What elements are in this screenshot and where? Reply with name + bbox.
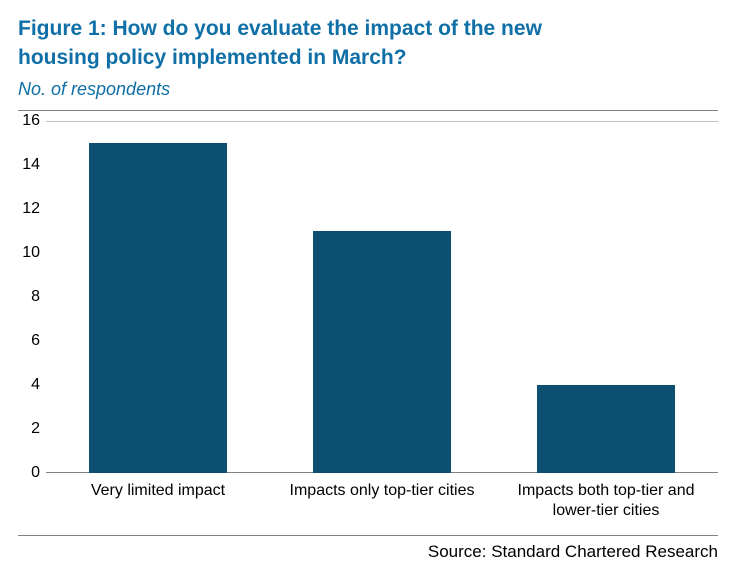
figure-container: Figure 1: How do you evaluate the impact… (0, 0, 736, 579)
y-tick-label: 16 (22, 112, 40, 130)
y-tick-label: 12 (22, 200, 40, 218)
y-tick-label: 0 (31, 464, 40, 482)
chart-area: 0246810121416 (18, 121, 718, 473)
figure-title: Figure 1: How do you evaluate the impact… (18, 14, 718, 73)
title-rule (18, 110, 718, 111)
y-axis: 0246810121416 (18, 121, 46, 473)
x-tick-label: Very limited impact (46, 481, 270, 521)
y-tick-label: 8 (31, 288, 40, 306)
y-tick-label: 14 (22, 156, 40, 174)
x-tick-label: Impacts both top-tier and lower-tier cit… (494, 481, 718, 521)
top-gridline (46, 121, 718, 122)
bar (89, 143, 228, 473)
x-axis-labels: Very limited impactImpacts only top-tier… (46, 481, 718, 521)
source-text: Source: Standard Chartered Research (18, 542, 718, 562)
y-tick-label: 2 (31, 420, 40, 438)
figure-title-line1: Figure 1: How do you evaluate the impact… (18, 17, 542, 40)
y-tick-label: 6 (31, 332, 40, 350)
plot-area (46, 121, 718, 473)
y-tick-label: 4 (31, 376, 40, 394)
y-tick-label: 10 (22, 244, 40, 262)
x-tick-label: Impacts only top-tier cities (270, 481, 494, 521)
bar (313, 231, 452, 473)
source-rule (18, 535, 718, 536)
figure-subtitle: No. of respondents (18, 79, 718, 100)
figure-title-line2: housing policy implemented in March? (18, 46, 407, 69)
bar (537, 385, 676, 473)
